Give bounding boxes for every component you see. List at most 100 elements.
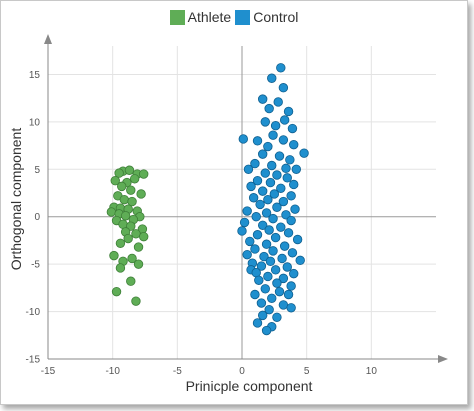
control-point (238, 134, 248, 144)
x-tick-label: -10 (105, 366, 120, 377)
control-point (295, 255, 305, 266)
legend-swatch-athlete (169, 9, 185, 25)
control-point (255, 199, 265, 210)
control-point (242, 249, 252, 260)
control-point (264, 304, 274, 315)
control-point (265, 177, 276, 188)
athlete-point (115, 238, 126, 248)
athlete-point (124, 165, 135, 175)
control-point (257, 149, 268, 159)
control-point (283, 228, 294, 238)
control-point (274, 151, 285, 161)
control-point (268, 246, 278, 256)
x-tick-label: 10 (366, 366, 378, 377)
control-point (276, 183, 286, 193)
legend-item-athlete[interactable]: Athlete (169, 9, 231, 25)
y-tick-label: 15 (29, 70, 41, 81)
control-point (283, 289, 294, 300)
athlete-point (139, 169, 149, 179)
control-point (278, 196, 289, 207)
control-point (286, 215, 296, 226)
control-point (276, 222, 286, 232)
control-point (263, 141, 273, 152)
y-tick-label: -15 (26, 355, 41, 366)
athlete-point (117, 181, 127, 192)
control-point (264, 103, 274, 114)
control-point (257, 310, 268, 321)
x-tick-label: -5 (173, 366, 182, 377)
control-point (250, 289, 260, 300)
control-point (287, 123, 298, 134)
control-point (289, 268, 299, 279)
control-point (260, 117, 270, 127)
y-tick-label: -10 (26, 307, 41, 318)
control-point (252, 136, 263, 146)
y-tick-label: 5 (34, 165, 40, 176)
control-point (246, 181, 256, 192)
athlete-point (133, 259, 144, 269)
athlete-point (127, 253, 137, 264)
legend-label-control: Control (253, 9, 299, 25)
control-point (269, 189, 280, 199)
control-point (257, 94, 268, 104)
control-point (278, 135, 289, 145)
control-point (252, 230, 263, 240)
y-axis-label: Orthogonal component (8, 128, 24, 271)
control-point (242, 206, 252, 216)
y-tick-label: 0 (34, 212, 40, 223)
x-axis-arrow (438, 355, 448, 363)
control-point (261, 208, 272, 218)
control-point (248, 193, 259, 203)
athlete-point (115, 263, 126, 273)
control-point (268, 213, 278, 224)
control-point (245, 236, 255, 247)
control-point (273, 97, 283, 107)
x-tick-label: -15 (41, 366, 56, 377)
legend-item-control[interactable]: Control (235, 9, 298, 25)
control-point (276, 63, 286, 73)
control-point (299, 148, 309, 158)
athlete-point (106, 207, 117, 217)
control-point (270, 232, 281, 243)
control-point (272, 202, 282, 212)
legend-swatch-control (235, 9, 251, 25)
control-point (286, 303, 296, 313)
athlete-point (111, 286, 122, 297)
athlete-point (109, 250, 119, 261)
control-point (252, 318, 263, 328)
control-point (283, 106, 294, 117)
control-point (292, 234, 303, 245)
y-axis-arrow (44, 34, 52, 44)
athlete-point (131, 296, 141, 306)
control-point (286, 191, 296, 201)
athlete-point (114, 168, 124, 178)
control-point (272, 312, 282, 322)
control-point (268, 130, 278, 140)
control-point (261, 239, 272, 249)
control-point (270, 120, 281, 131)
control-point (267, 73, 277, 83)
control-point (279, 115, 290, 125)
control-point (261, 325, 272, 336)
x-axis-label: Prinicple component (186, 378, 313, 394)
athlete-point (139, 231, 149, 242)
control-point (278, 300, 289, 310)
athlete-point (126, 276, 136, 286)
control-point (243, 164, 254, 175)
control-point (251, 212, 261, 222)
control-point (286, 281, 296, 291)
athlete-point (127, 196, 137, 207)
control-point (270, 265, 281, 275)
x-tick-label: 5 (304, 366, 310, 377)
control-point (289, 139, 299, 150)
control-point (291, 164, 302, 175)
control-point (237, 226, 247, 236)
control-point (257, 186, 268, 196)
control-point (264, 225, 274, 235)
control-point (289, 179, 299, 190)
x-tick-label: 0 (239, 366, 245, 377)
athlete-point (136, 189, 146, 199)
control-point (260, 284, 270, 294)
athlete-point (119, 194, 130, 205)
control-point (263, 271, 273, 282)
